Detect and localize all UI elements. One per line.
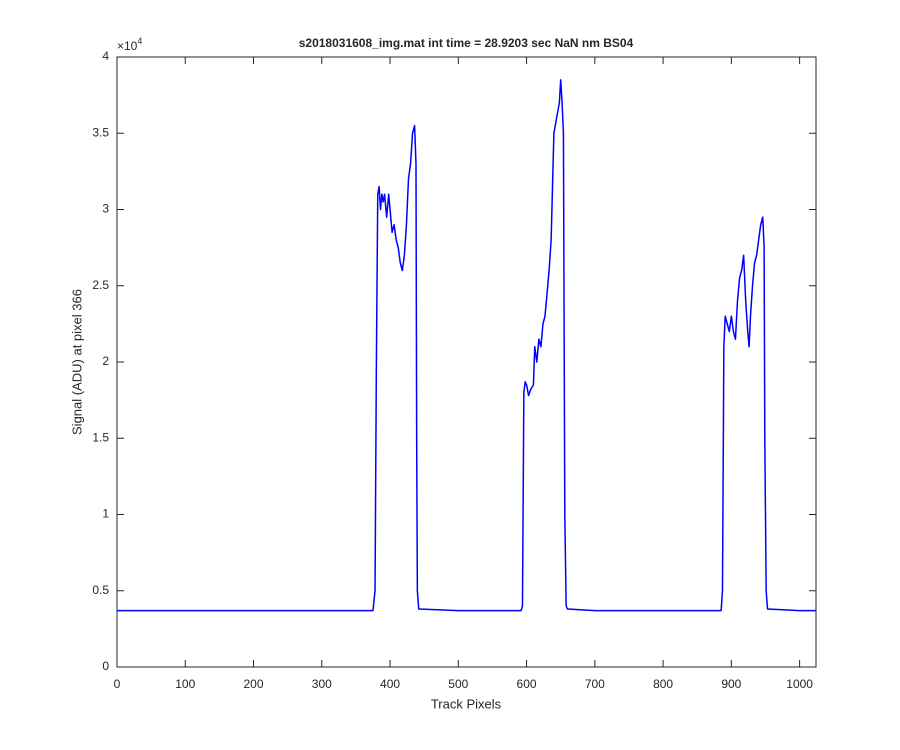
y-tick-label: 4 <box>102 49 109 63</box>
y-tick-label: 1.5 <box>92 430 109 444</box>
y-tick-label: 2.5 <box>92 278 109 292</box>
y-tick-label: 3 <box>102 202 109 216</box>
y-tick-label: 2 <box>102 354 109 368</box>
y-tick-label: 1 <box>102 507 109 521</box>
x-tick-label: 100 <box>175 677 195 691</box>
x-tick-label: 500 <box>448 677 468 691</box>
x-tick-label: 1000 <box>786 677 813 691</box>
signal-line <box>117 79 816 612</box>
y-axis-label: Signal (ADU) at pixel 366 <box>69 289 84 435</box>
plot-box <box>116 56 817 668</box>
x-tick-label: 900 <box>721 677 741 691</box>
y-multiplier: ×104 <box>117 36 142 53</box>
x-tick-label: 600 <box>517 677 537 691</box>
y-exponent: 4 <box>137 36 142 46</box>
x-tick-label: 400 <box>380 677 400 691</box>
y-tick-label: 0 <box>102 659 109 673</box>
x-tick-label: 0 <box>114 677 121 691</box>
y-multiplier-base: ×10 <box>117 39 138 53</box>
y-tick-label: 3.5 <box>92 125 109 139</box>
chart-title: s2018031608_img.mat int time = 28.9203 s… <box>299 36 634 50</box>
y-tick-label: 0.5 <box>92 583 109 597</box>
x-tick-label: 800 <box>653 677 673 691</box>
x-axis-label: Track Pixels <box>431 696 502 711</box>
x-tick-label: 300 <box>312 677 332 691</box>
x-tick-label: 700 <box>585 677 605 691</box>
x-tick-label: 200 <box>244 677 264 691</box>
